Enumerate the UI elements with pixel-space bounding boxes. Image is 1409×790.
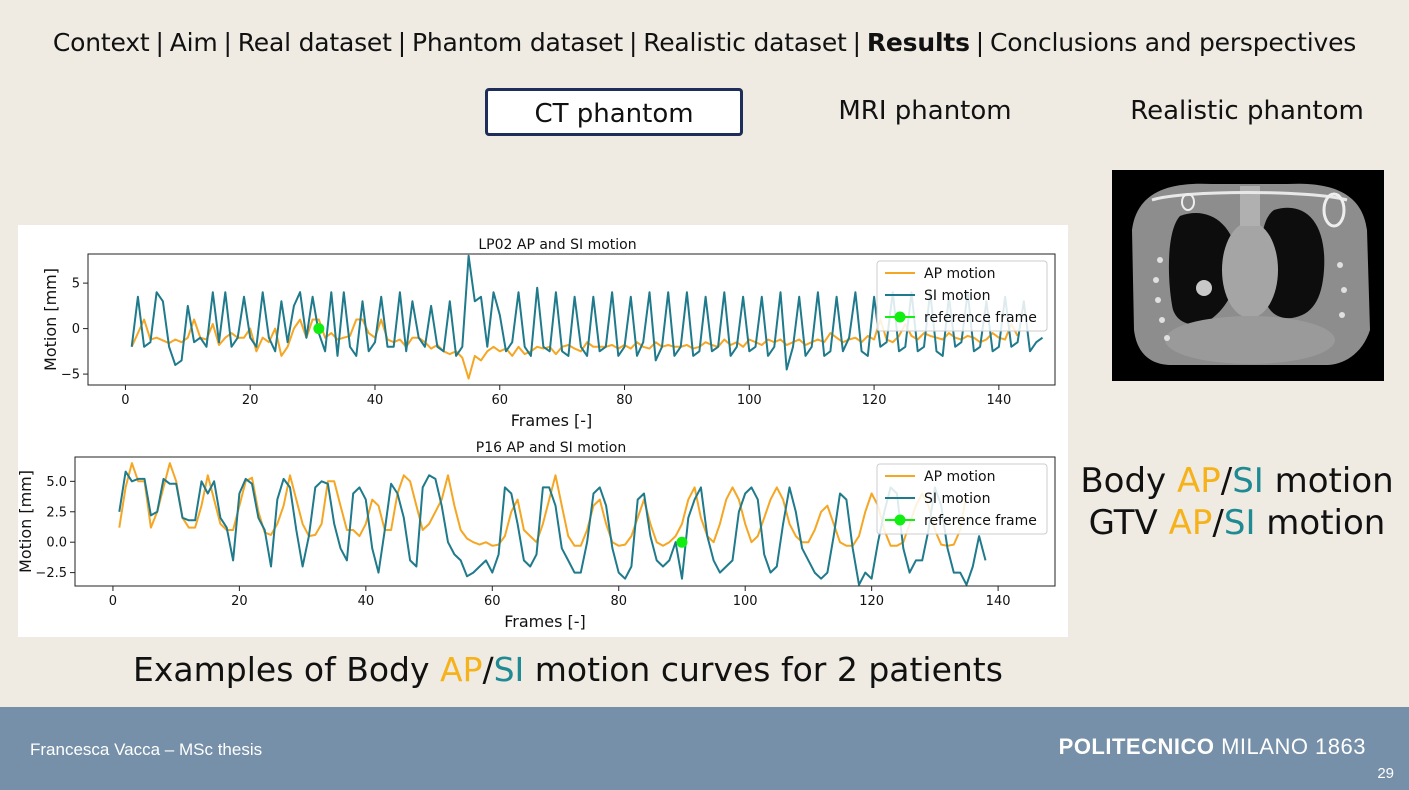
x-tick-label: 120 xyxy=(859,594,884,609)
breadcrumb-item-context[interactable]: Context xyxy=(52,28,150,57)
x-tick-label: 100 xyxy=(733,594,758,609)
breadcrumb-separator: | xyxy=(155,28,164,57)
breadcrumb-item-conclusions-and-perspectives[interactable]: Conclusions and perspectives xyxy=(989,28,1357,57)
x-tick-label: 40 xyxy=(367,393,384,408)
y-tick-label: 5 xyxy=(72,277,80,292)
breadcrumb-item-realistic-dataset[interactable]: Realistic dataset xyxy=(643,28,847,57)
legend-label: reference frame xyxy=(924,513,1037,529)
motion-labels: Body AP/SI motion GTV AP/SI motion xyxy=(1062,460,1409,544)
x-tick-label: 80 xyxy=(616,393,633,408)
plot-frame xyxy=(87,253,1056,386)
x-tick-label: 120 xyxy=(862,393,887,408)
x-tick-label: 20 xyxy=(231,594,248,609)
y-tick-label: 0 xyxy=(72,322,80,337)
x-tick-label: 140 xyxy=(986,594,1011,609)
breadcrumb-separator: | xyxy=(628,28,638,57)
motion-charts: LP02 AP and SI motion 0 20 40 60 80 100 120 140 −… xyxy=(18,237,1056,631)
breadcrumb-separator: | xyxy=(975,28,984,57)
footer-brand-logo: POLITECNICO MILANO 1863 xyxy=(1058,734,1366,759)
tab-ct-phantom[interactable]: CT phantom xyxy=(485,88,743,136)
legend-label: reference frame xyxy=(924,310,1037,326)
footer-bar: Francesca Vacca – MSc thesis POLITECNICO… xyxy=(0,707,1409,790)
breadcrumb-item-real-dataset[interactable]: Real dataset xyxy=(237,28,392,57)
y-axis-label: Motion [mm] xyxy=(41,268,60,371)
x-tick-label: 80 xyxy=(610,594,627,609)
reference-frame-marker xyxy=(313,323,325,335)
footer-author: Francesca Vacca – MSc thesis xyxy=(30,740,263,759)
ct-coronal-scan-image xyxy=(1112,170,1384,381)
x-tick-label: 60 xyxy=(484,594,501,609)
x-tick-label: 0 xyxy=(121,393,129,408)
legend-marker xyxy=(894,514,906,526)
y-tick-label: 2.5 xyxy=(46,505,67,520)
motion-chart-2: P16 AP and SI motion 0 20 40 60 80 100 120 140 −2… xyxy=(18,440,1056,631)
legend-box xyxy=(876,260,1048,332)
figure-caption: Examples of Body AP/SI motion curves for… xyxy=(133,650,1003,689)
breadcrumb: Context | Aim | Real dataset | Phantom dataset… xyxy=(0,28,1409,57)
breadcrumb-item-phantom-dataset[interactable]: Phantom dataset xyxy=(411,28,623,57)
x-tick-label: 0 xyxy=(109,594,117,609)
legend-box xyxy=(876,463,1048,535)
chart-title: LP02 AP and SI motion xyxy=(478,237,636,253)
legend-label: SI motion xyxy=(924,491,991,507)
legend-label: AP motion xyxy=(924,266,996,282)
chart-title: P16 AP and SI motion xyxy=(476,440,626,456)
x-tick-label: 140 xyxy=(986,393,1011,408)
body-motion-label: Body AP/SI motion xyxy=(1080,461,1394,501)
y-tick-label: −2.5 xyxy=(35,566,67,581)
series-line-si xyxy=(118,470,987,586)
x-tick-label: 60 xyxy=(491,393,508,408)
page-number: 29 xyxy=(1377,765,1394,782)
ct-scan-drawing xyxy=(1112,170,1384,381)
motion-chart-1: LP02 AP and SI motion 0 20 40 60 80 100 120 140 −… xyxy=(41,237,1056,430)
legend-label: SI motion xyxy=(924,288,991,304)
breadcrumb-separator: | xyxy=(223,28,232,57)
legend-marker xyxy=(894,311,906,323)
plot-frame xyxy=(74,456,1056,587)
motion-charts-panel: LP02 AP and SI motion 0 20 40 60 80 100 120 140 −… xyxy=(18,225,1068,637)
series-line-ap xyxy=(118,462,968,547)
y-tick-label: 5.0 xyxy=(46,475,67,490)
y-tick-label: −5 xyxy=(61,368,80,383)
breadcrumb-item-aim[interactable]: Aim xyxy=(169,28,218,57)
legend-label: AP motion xyxy=(924,469,996,485)
breadcrumb-item-results[interactable]: Results xyxy=(866,28,970,57)
breadcrumb-separator: | xyxy=(852,28,861,57)
x-tick-label: 40 xyxy=(358,594,375,609)
x-tick-label: 100 xyxy=(737,393,762,408)
y-axis-label: Motion [mm] xyxy=(18,470,35,573)
tab-realistic-phantom[interactable]: Realistic phantom xyxy=(1130,96,1364,126)
x-tick-label: 20 xyxy=(242,393,259,408)
breadcrumb-separator: | xyxy=(397,28,406,57)
x-axis-label: Frames [-] xyxy=(511,411,593,430)
y-tick-label: 0.0 xyxy=(46,536,67,551)
gtv-motion-label: GTV AP/SI motion xyxy=(1088,503,1386,543)
reference-frame-marker xyxy=(676,536,688,548)
tab-mri-phantom[interactable]: MRI phantom xyxy=(838,96,1012,126)
x-axis-label: Frames [-] xyxy=(504,612,586,631)
